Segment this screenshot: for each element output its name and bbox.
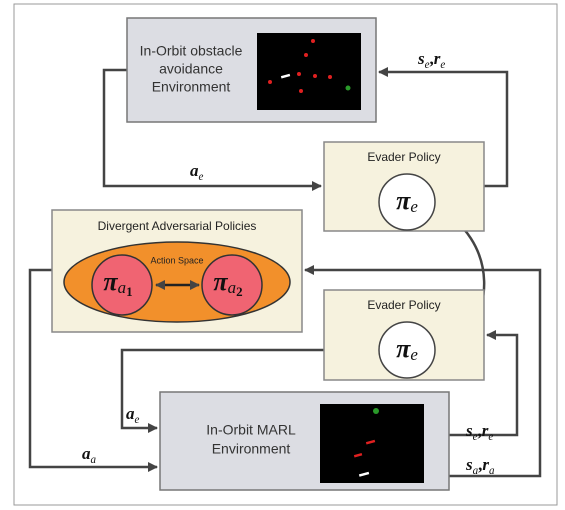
policy-node [378, 321, 436, 379]
box-title: Evader Policy [367, 150, 440, 164]
symbol: π [396, 334, 411, 363]
symbol: r [434, 49, 441, 68]
arrow [304, 265, 542, 478]
edge-label: ae [190, 161, 204, 183]
subscript: e [473, 431, 478, 443]
environment-text: Environment [212, 441, 291, 457]
symbol: a [126, 404, 135, 423]
symbol: s [417, 49, 425, 68]
symbol: r [482, 455, 489, 474]
separator: , [430, 49, 434, 68]
symbol: π [213, 267, 228, 296]
symbol: r [482, 421, 489, 440]
subscript: e [425, 59, 430, 71]
environment-text: In-Orbit obstacle [140, 43, 243, 59]
arrow [449, 330, 519, 437]
policy-node [91, 254, 153, 316]
subscript: a [489, 465, 495, 477]
subscript: a [473, 465, 479, 477]
edge-label: se,re [465, 421, 493, 443]
symbol: s [465, 455, 473, 474]
separator: , [478, 455, 482, 474]
frame [13, 3, 558, 506]
box-title: Evader Policy [367, 298, 440, 312]
arrow [102, 68, 322, 191]
policy-symbol: πa2 [213, 267, 242, 299]
subscript: e [410, 197, 418, 216]
edge-label: aa [82, 444, 97, 466]
policy-symbol: πe [396, 186, 418, 216]
symbol: a [82, 444, 91, 463]
subscript: 1 [126, 284, 133, 299]
symbol: a [190, 161, 199, 180]
policy-node [378, 173, 436, 231]
arrow [28, 268, 158, 472]
arrow [120, 348, 324, 433]
environment-text: Environment [152, 79, 231, 95]
environment-text: avoidance [159, 61, 223, 77]
policy-node [201, 254, 263, 316]
subscript: e [440, 59, 445, 71]
action-space-label: Action Space [150, 255, 203, 265]
environment-image [257, 33, 361, 110]
subscript: e [199, 171, 204, 183]
subscript: a [91, 454, 97, 466]
box-title: Divergent Adversarial Policies [98, 219, 257, 233]
separator: , [478, 421, 482, 440]
policy-symbol: πe [396, 334, 418, 364]
symbol: s [465, 421, 473, 440]
edge-label: sa,ra [465, 455, 495, 477]
arrow [378, 67, 509, 188]
symbol: π [103, 267, 118, 296]
environment-text: In-Orbit MARL [206, 422, 296, 438]
edge-label: se,re [417, 49, 445, 71]
subscript: a [118, 278, 126, 297]
symbol: π [396, 186, 411, 215]
subscript: e [410, 345, 418, 364]
environment-image [320, 404, 424, 483]
subscript: 2 [236, 284, 243, 299]
subscript: e [135, 414, 140, 426]
subscript: a [228, 278, 236, 297]
subscript: e [488, 431, 493, 443]
edge-label: ae [126, 404, 140, 426]
policy-symbol: πa1 [103, 267, 132, 299]
